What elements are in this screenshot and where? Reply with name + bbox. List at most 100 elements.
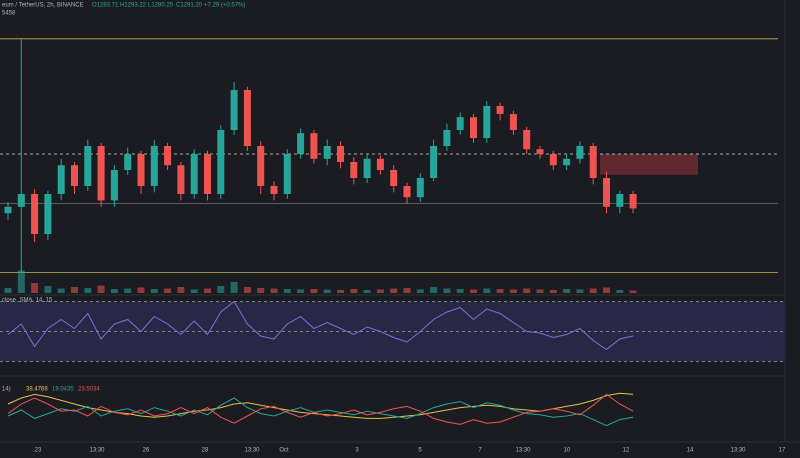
volume-bar [164, 288, 172, 293]
candle-body [603, 178, 610, 207]
volume-bar [337, 290, 344, 293]
time-label: 10 [564, 448, 571, 454]
candle-body [616, 194, 624, 207]
volume-bar [416, 289, 424, 293]
candle-body [483, 106, 491, 138]
candle-body [84, 146, 92, 186]
candle-body [456, 117, 464, 130]
volume-bar [110, 289, 118, 293]
volume-bar [496, 289, 504, 293]
indicator-line [7, 393, 634, 425]
volume-bar [17, 270, 25, 293]
candle-body [190, 154, 198, 194]
time-label: 23 [35, 448, 42, 454]
volume-bar [71, 287, 78, 293]
time-label: 5 [418, 448, 422, 454]
candle-body [363, 158, 371, 178]
volume-bar [190, 289, 198, 293]
candle-body [403, 186, 411, 198]
ohlc-change: +7.29 (+0.57%) [204, 3, 245, 9]
volume-bar [97, 285, 105, 293]
candle-body [243, 90, 251, 146]
candle-body [44, 194, 52, 234]
candle-body [257, 146, 265, 186]
symbol: eum / TetherUS, 2h, BINANCE [2, 3, 84, 9]
time-label: 26 [143, 448, 150, 454]
volume-bar [4, 288, 12, 293]
dmi-minus-value: 23.5034 [78, 387, 100, 393]
volume-bar [177, 287, 185, 293]
candle-body [150, 146, 158, 186]
volume-bar [523, 288, 531, 293]
rsi-label: close, SMA, 14, 15 [2, 298, 53, 304]
candle-body [390, 170, 398, 186]
candle-body [71, 165, 78, 186]
time-label: Oct [279, 448, 289, 454]
candle-body [350, 162, 358, 178]
time-label: 13:30 [730, 448, 746, 454]
volume-label: 5458 [2, 11, 16, 17]
candle-body [337, 146, 344, 162]
volume-bar [257, 288, 265, 293]
candle-body [576, 146, 584, 159]
candle-body [549, 154, 557, 166]
candle-body [376, 158, 384, 170]
candle-body [57, 165, 65, 194]
volume-bar [310, 289, 318, 293]
volume-bar [376, 289, 384, 293]
time-label: 7 [478, 448, 482, 454]
time-label: 28 [202, 448, 209, 454]
candle-body [297, 133, 305, 154]
candle-body [270, 186, 278, 194]
dmi-plus-value: 19.0435 [52, 387, 74, 393]
volume-bar [576, 289, 584, 293]
candle-body [283, 154, 291, 194]
candle-body [137, 154, 145, 186]
indicator-line [7, 300, 634, 351]
volume-bar [456, 289, 464, 293]
candle-body [523, 130, 531, 150]
volume-bar [150, 289, 158, 293]
volume-bar [31, 283, 39, 293]
candle-body [443, 130, 451, 146]
volume-bar [390, 288, 398, 293]
volume-bar [137, 287, 145, 293]
candle-body [177, 165, 185, 194]
candle-body [4, 206, 12, 214]
candle-body [164, 146, 172, 166]
volume-bar [204, 288, 211, 293]
ohlc-low: L1280.25 [148, 3, 174, 9]
candle-body [97, 146, 105, 201]
candle-body [17, 194, 25, 207]
candle-body [110, 170, 118, 201]
time-label: 14 [687, 448, 694, 454]
volume-bar [616, 290, 624, 293]
volume-bar [363, 290, 371, 293]
volume-bar [297, 289, 305, 293]
ohlc-close: C1291.20 [176, 3, 203, 9]
volume-bar [84, 288, 92, 293]
dmi-label: 14) [2, 387, 11, 393]
time-label: 12 [623, 448, 630, 454]
ohlc-open: O1283.71 [92, 3, 119, 9]
dmi-adx-value: 38.4768 [26, 387, 48, 393]
time-label: 3 [355, 448, 359, 454]
time-label: 13:30 [89, 448, 105, 454]
volume-bar [230, 282, 238, 293]
time-label: 13:30 [244, 448, 260, 454]
volume-bar [323, 289, 331, 293]
volume-bar [536, 289, 544, 293]
volume-bar [270, 288, 278, 293]
volume-bar [470, 289, 477, 293]
candle-body [217, 130, 225, 194]
candle-body [204, 154, 211, 194]
candle-body [536, 149, 544, 154]
volume-bar [403, 288, 411, 293]
candle-body [124, 154, 132, 170]
resistance-zone [600, 154, 698, 175]
volume-bar [603, 287, 610, 293]
indicator-line [7, 397, 634, 427]
